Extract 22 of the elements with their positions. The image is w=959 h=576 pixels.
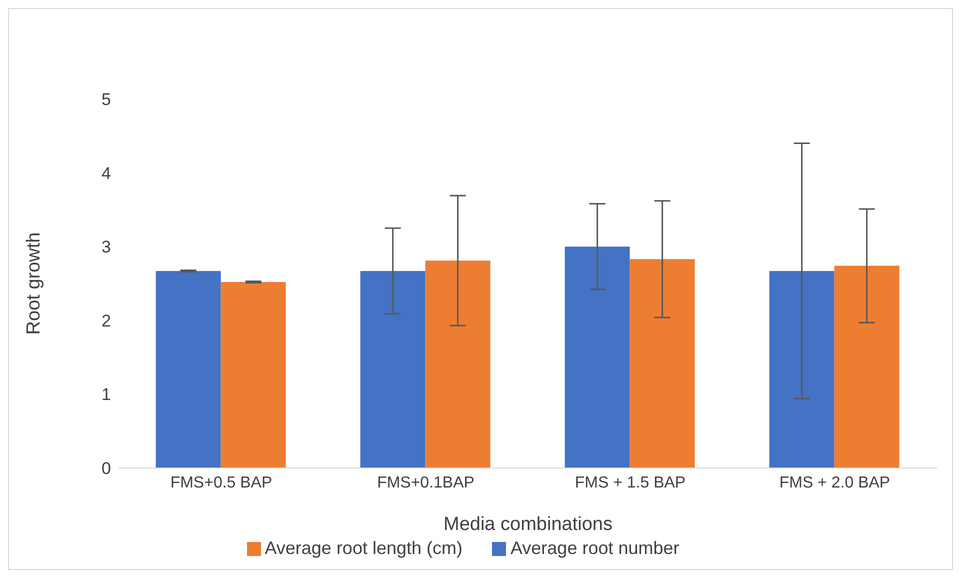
y-tick-label: 1 [102,385,111,404]
x-tick-label: FMS + 1.5 BAP [574,474,686,492]
y-axis-title: Root growth [24,232,45,335]
bar [360,270,426,468]
bar [834,266,900,468]
bar [769,270,834,468]
x-tick-label: FMS+0.1BAP [377,474,474,492]
bar [564,246,630,468]
y-tick-label: 0 [102,459,111,478]
y-tick-label: 3 [102,238,111,257]
bar [156,270,221,468]
y-tick-label: 2 [102,311,111,330]
y-tick-label: 5 [102,90,111,110]
bar [630,259,695,468]
bar [425,260,490,468]
legend-label: Average root number [510,538,680,558]
bar [220,282,286,468]
x-tick-label: FMS + 2.0 BAP [779,474,890,492]
x-tick-label: FMS+0.5 BAP [170,474,272,492]
y-tick-label: 4 [102,164,111,183]
legend-label: Average root length (cm) [264,538,462,558]
x-axis-title: Media combinations [444,514,612,535]
